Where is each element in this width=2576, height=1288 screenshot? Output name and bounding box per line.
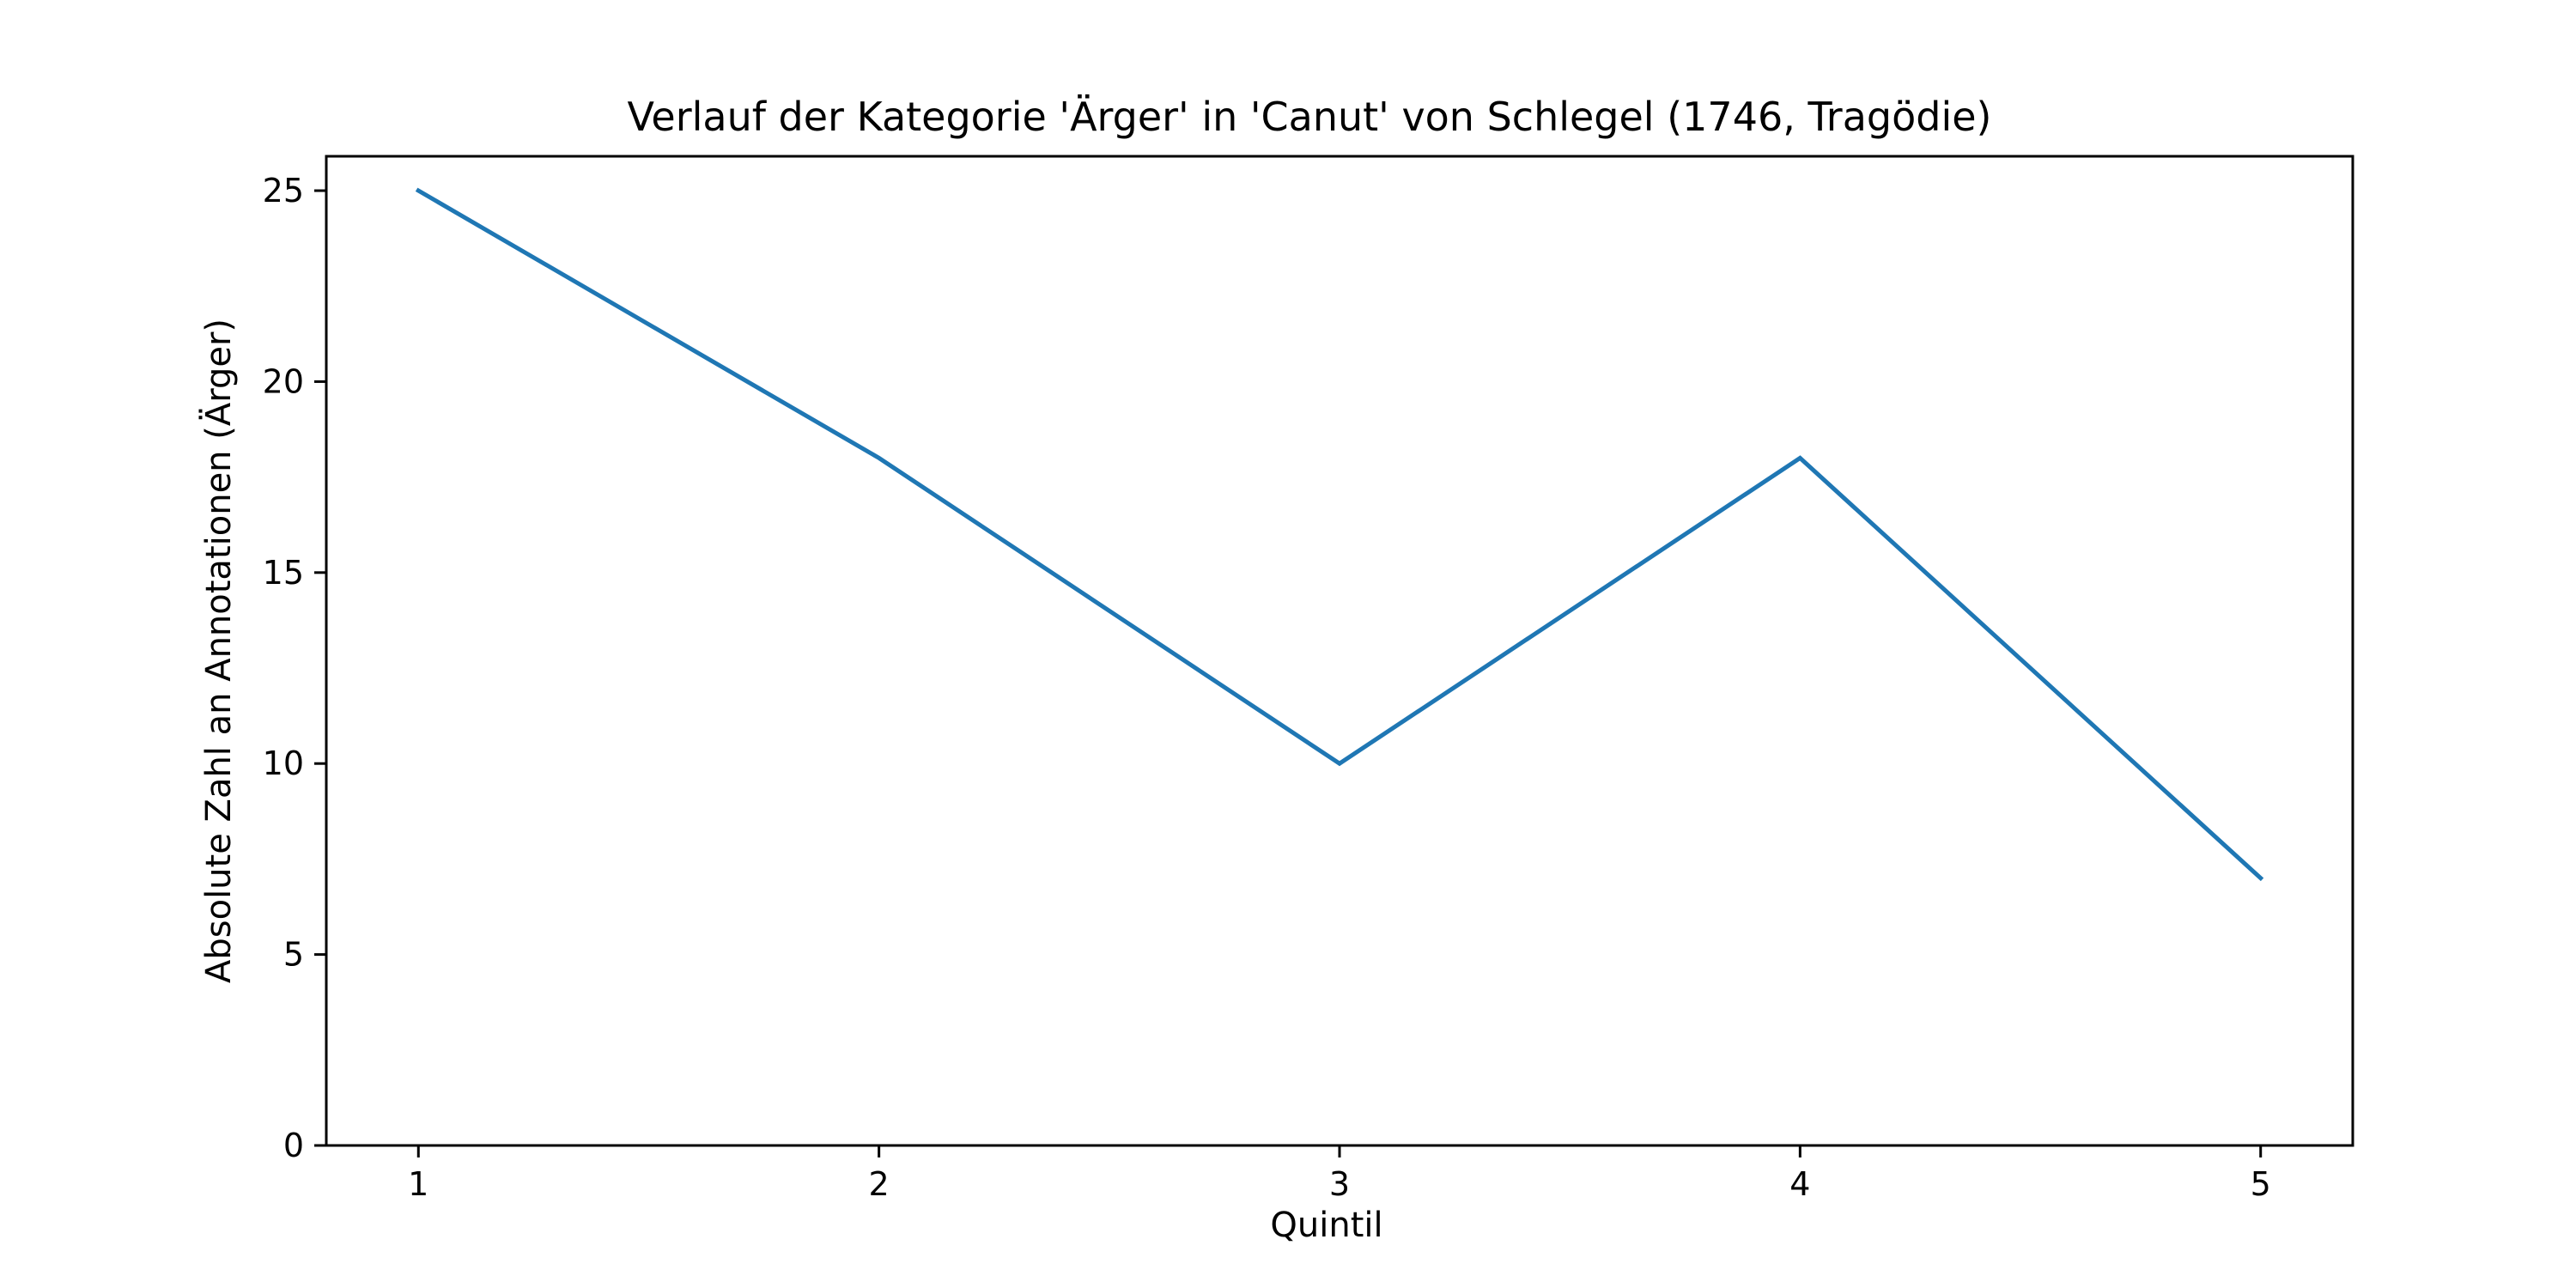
x-tick-label: 5 xyxy=(2251,1165,2271,1203)
chart-title: Verlauf der Kategorie 'Ärger' in 'Canut'… xyxy=(628,94,1992,140)
y-tick-label: 5 xyxy=(283,936,304,974)
x-tick-label: 1 xyxy=(408,1165,428,1203)
y-tick-label: 20 xyxy=(263,362,304,400)
y-tick-label: 25 xyxy=(263,172,304,210)
x-tick-label: 4 xyxy=(1789,1165,1810,1203)
y-tick-label: 0 xyxy=(283,1127,304,1164)
y-tick-label: 15 xyxy=(263,554,304,592)
x-axis-label: Quintil xyxy=(1270,1206,1382,1245)
y-axis: 0 5 10 15 20 25 xyxy=(263,172,326,1164)
x-axis: 1 2 3 4 5 xyxy=(408,1145,2271,1203)
y-tick-label: 10 xyxy=(263,744,304,782)
series-line-1 xyxy=(415,187,2264,882)
x-tick-label: 3 xyxy=(1329,1165,1350,1203)
x-tick-label: 2 xyxy=(869,1165,890,1203)
y-axis-label: Absolute Zahl an Annotationen (Ärger) xyxy=(197,319,239,983)
